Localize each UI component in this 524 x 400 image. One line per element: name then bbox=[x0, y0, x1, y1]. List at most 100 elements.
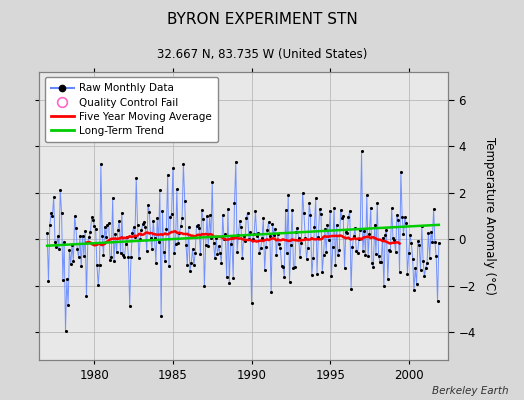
Point bbox=[113, 249, 121, 256]
Point bbox=[196, 251, 205, 258]
Point bbox=[235, 218, 244, 224]
Point bbox=[264, 219, 272, 226]
Point bbox=[293, 224, 301, 231]
Point bbox=[284, 192, 292, 198]
Point bbox=[137, 227, 146, 234]
Point bbox=[124, 254, 133, 260]
Point bbox=[413, 238, 422, 244]
Point bbox=[174, 240, 182, 246]
Point bbox=[292, 228, 300, 235]
Point bbox=[285, 279, 293, 285]
Point bbox=[348, 244, 356, 250]
Point bbox=[95, 262, 104, 268]
Point bbox=[106, 257, 114, 263]
Point bbox=[346, 208, 354, 214]
Point bbox=[171, 241, 180, 248]
Point bbox=[347, 286, 355, 292]
Point bbox=[391, 248, 400, 255]
Point bbox=[356, 227, 365, 233]
Text: Berkeley Earth: Berkeley Earth bbox=[432, 386, 508, 396]
Point bbox=[300, 210, 308, 217]
Point bbox=[198, 206, 206, 213]
Point bbox=[221, 231, 230, 238]
Point bbox=[119, 252, 127, 258]
Point bbox=[61, 328, 70, 334]
Point bbox=[203, 213, 211, 220]
Point bbox=[122, 241, 130, 248]
Point bbox=[140, 218, 148, 225]
Point bbox=[96, 161, 105, 167]
Point bbox=[238, 254, 246, 261]
Point bbox=[389, 235, 397, 241]
Point bbox=[255, 250, 264, 257]
Point bbox=[176, 230, 184, 236]
Point bbox=[78, 232, 86, 239]
Point bbox=[146, 235, 155, 241]
Point bbox=[423, 260, 431, 266]
Point bbox=[245, 236, 253, 242]
Point bbox=[297, 239, 305, 246]
Point bbox=[217, 260, 225, 266]
Point bbox=[370, 222, 379, 228]
Point bbox=[319, 252, 328, 258]
Point bbox=[419, 258, 428, 264]
Point bbox=[308, 272, 316, 278]
Point bbox=[229, 274, 237, 281]
Point bbox=[216, 250, 224, 256]
Point bbox=[213, 251, 222, 258]
Point bbox=[89, 216, 97, 223]
Point bbox=[305, 200, 313, 206]
Point bbox=[302, 255, 311, 262]
Point bbox=[361, 252, 369, 258]
Point bbox=[288, 207, 296, 213]
Point bbox=[327, 273, 335, 280]
Point bbox=[75, 233, 84, 240]
Point bbox=[263, 227, 271, 234]
Point bbox=[311, 195, 320, 202]
Point bbox=[429, 206, 438, 212]
Point bbox=[376, 259, 384, 265]
Point bbox=[52, 244, 60, 250]
Point bbox=[162, 226, 170, 232]
Point bbox=[121, 254, 129, 260]
Point bbox=[360, 228, 368, 234]
Point bbox=[418, 223, 426, 229]
Point bbox=[158, 208, 167, 215]
Point bbox=[294, 235, 303, 241]
Point bbox=[225, 280, 233, 286]
Point bbox=[421, 265, 430, 271]
Point bbox=[172, 186, 181, 193]
Point bbox=[67, 260, 75, 267]
Point bbox=[69, 258, 78, 264]
Point bbox=[64, 302, 72, 308]
Point bbox=[317, 211, 325, 217]
Text: 32.667 N, 83.735 W (United States): 32.667 N, 83.735 W (United States) bbox=[157, 48, 367, 61]
Point bbox=[333, 222, 341, 228]
Point bbox=[282, 250, 291, 256]
Point bbox=[224, 206, 232, 212]
Point bbox=[204, 243, 212, 250]
Point bbox=[232, 158, 240, 165]
Point bbox=[191, 250, 199, 256]
Point bbox=[148, 246, 156, 252]
Point bbox=[201, 242, 210, 248]
Point bbox=[66, 247, 74, 253]
Point bbox=[178, 215, 186, 222]
Point bbox=[53, 233, 62, 239]
Point bbox=[281, 207, 290, 214]
Point bbox=[169, 164, 177, 171]
Point bbox=[428, 238, 436, 245]
Point bbox=[220, 236, 228, 242]
Point bbox=[386, 248, 395, 254]
Point bbox=[334, 252, 342, 258]
Point bbox=[309, 254, 318, 261]
Point bbox=[143, 248, 151, 254]
Point bbox=[260, 267, 269, 274]
Point bbox=[268, 220, 277, 227]
Point bbox=[287, 242, 295, 248]
Point bbox=[303, 245, 312, 251]
Point bbox=[170, 250, 178, 256]
Point bbox=[323, 222, 332, 228]
Point bbox=[254, 230, 262, 236]
Point bbox=[343, 230, 351, 236]
